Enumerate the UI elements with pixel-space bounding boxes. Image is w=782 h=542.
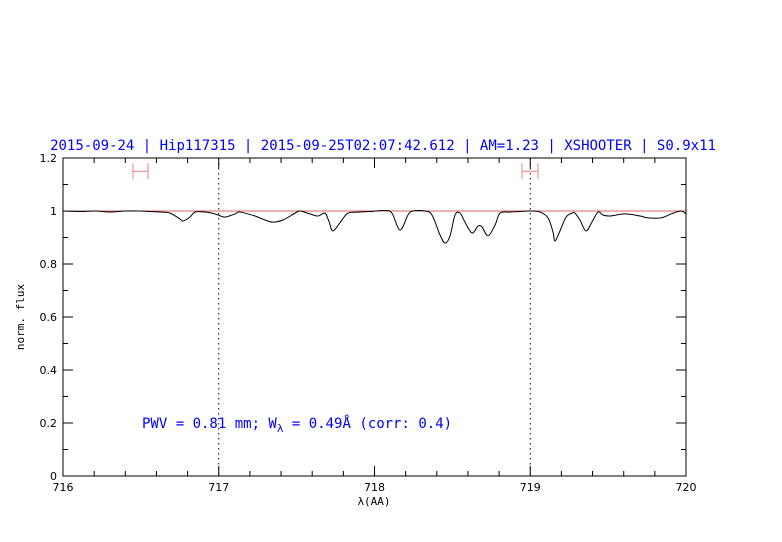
y-tick-label: 0.2 (40, 417, 58, 430)
y-tick-label: 1 (50, 205, 57, 218)
chart-title: 2015-09-24 | Hip117315 | 2015-09-25T02:0… (50, 138, 716, 154)
y-tick-label: 0.6 (40, 311, 58, 324)
y-tick-label: 0.8 (40, 258, 58, 271)
pwv-annotation: PWV = 0.81 mm; Wλ = 0.49Å (corr: 0.4) (142, 415, 452, 435)
x-tick-label: 717 (208, 481, 229, 494)
y-tick-label: 0 (50, 470, 57, 483)
x-tick-label: 720 (676, 481, 697, 494)
plot-frame (62, 157, 687, 477)
x-axis-label: λ(AA) (357, 495, 390, 508)
y-tick-label: 1.2 (40, 152, 58, 165)
x-tick-label: 716 (53, 481, 74, 494)
x-tick-label: 719 (520, 481, 541, 494)
y-axis-label: norm. flux (14, 284, 27, 351)
y-tick-label: 0.4 (40, 364, 58, 377)
spectrum-line (62, 209, 687, 244)
x-tick-label: 718 (364, 481, 385, 494)
